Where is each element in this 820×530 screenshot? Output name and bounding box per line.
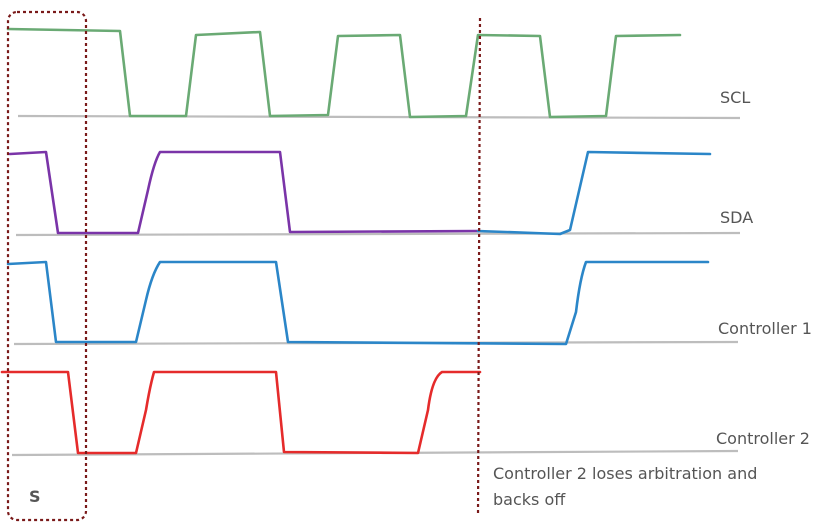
sda-waveform-purple [8,150,480,235]
arbitration-marker-line [476,17,482,517]
controller-1-waveform [6,260,710,346]
start-condition-box [6,10,88,522]
controller-1-label: Controller 1 [718,319,812,338]
scl-label: SCL [720,88,750,107]
sda-waveform-blue [476,150,712,236]
controller-2-label: Controller 2 [716,429,810,448]
arbitration-note-line-1: Controller 2 loses arbitration and [493,464,757,483]
start-condition-label: S [29,487,41,506]
scl-waveform [6,27,682,119]
arbitration-note-line-2: backs off [493,490,566,509]
sda-label: SDA [720,208,753,227]
controller-2-waveform [0,370,482,455]
scl-baseline [17,114,741,120]
sda-baseline [15,231,741,237]
